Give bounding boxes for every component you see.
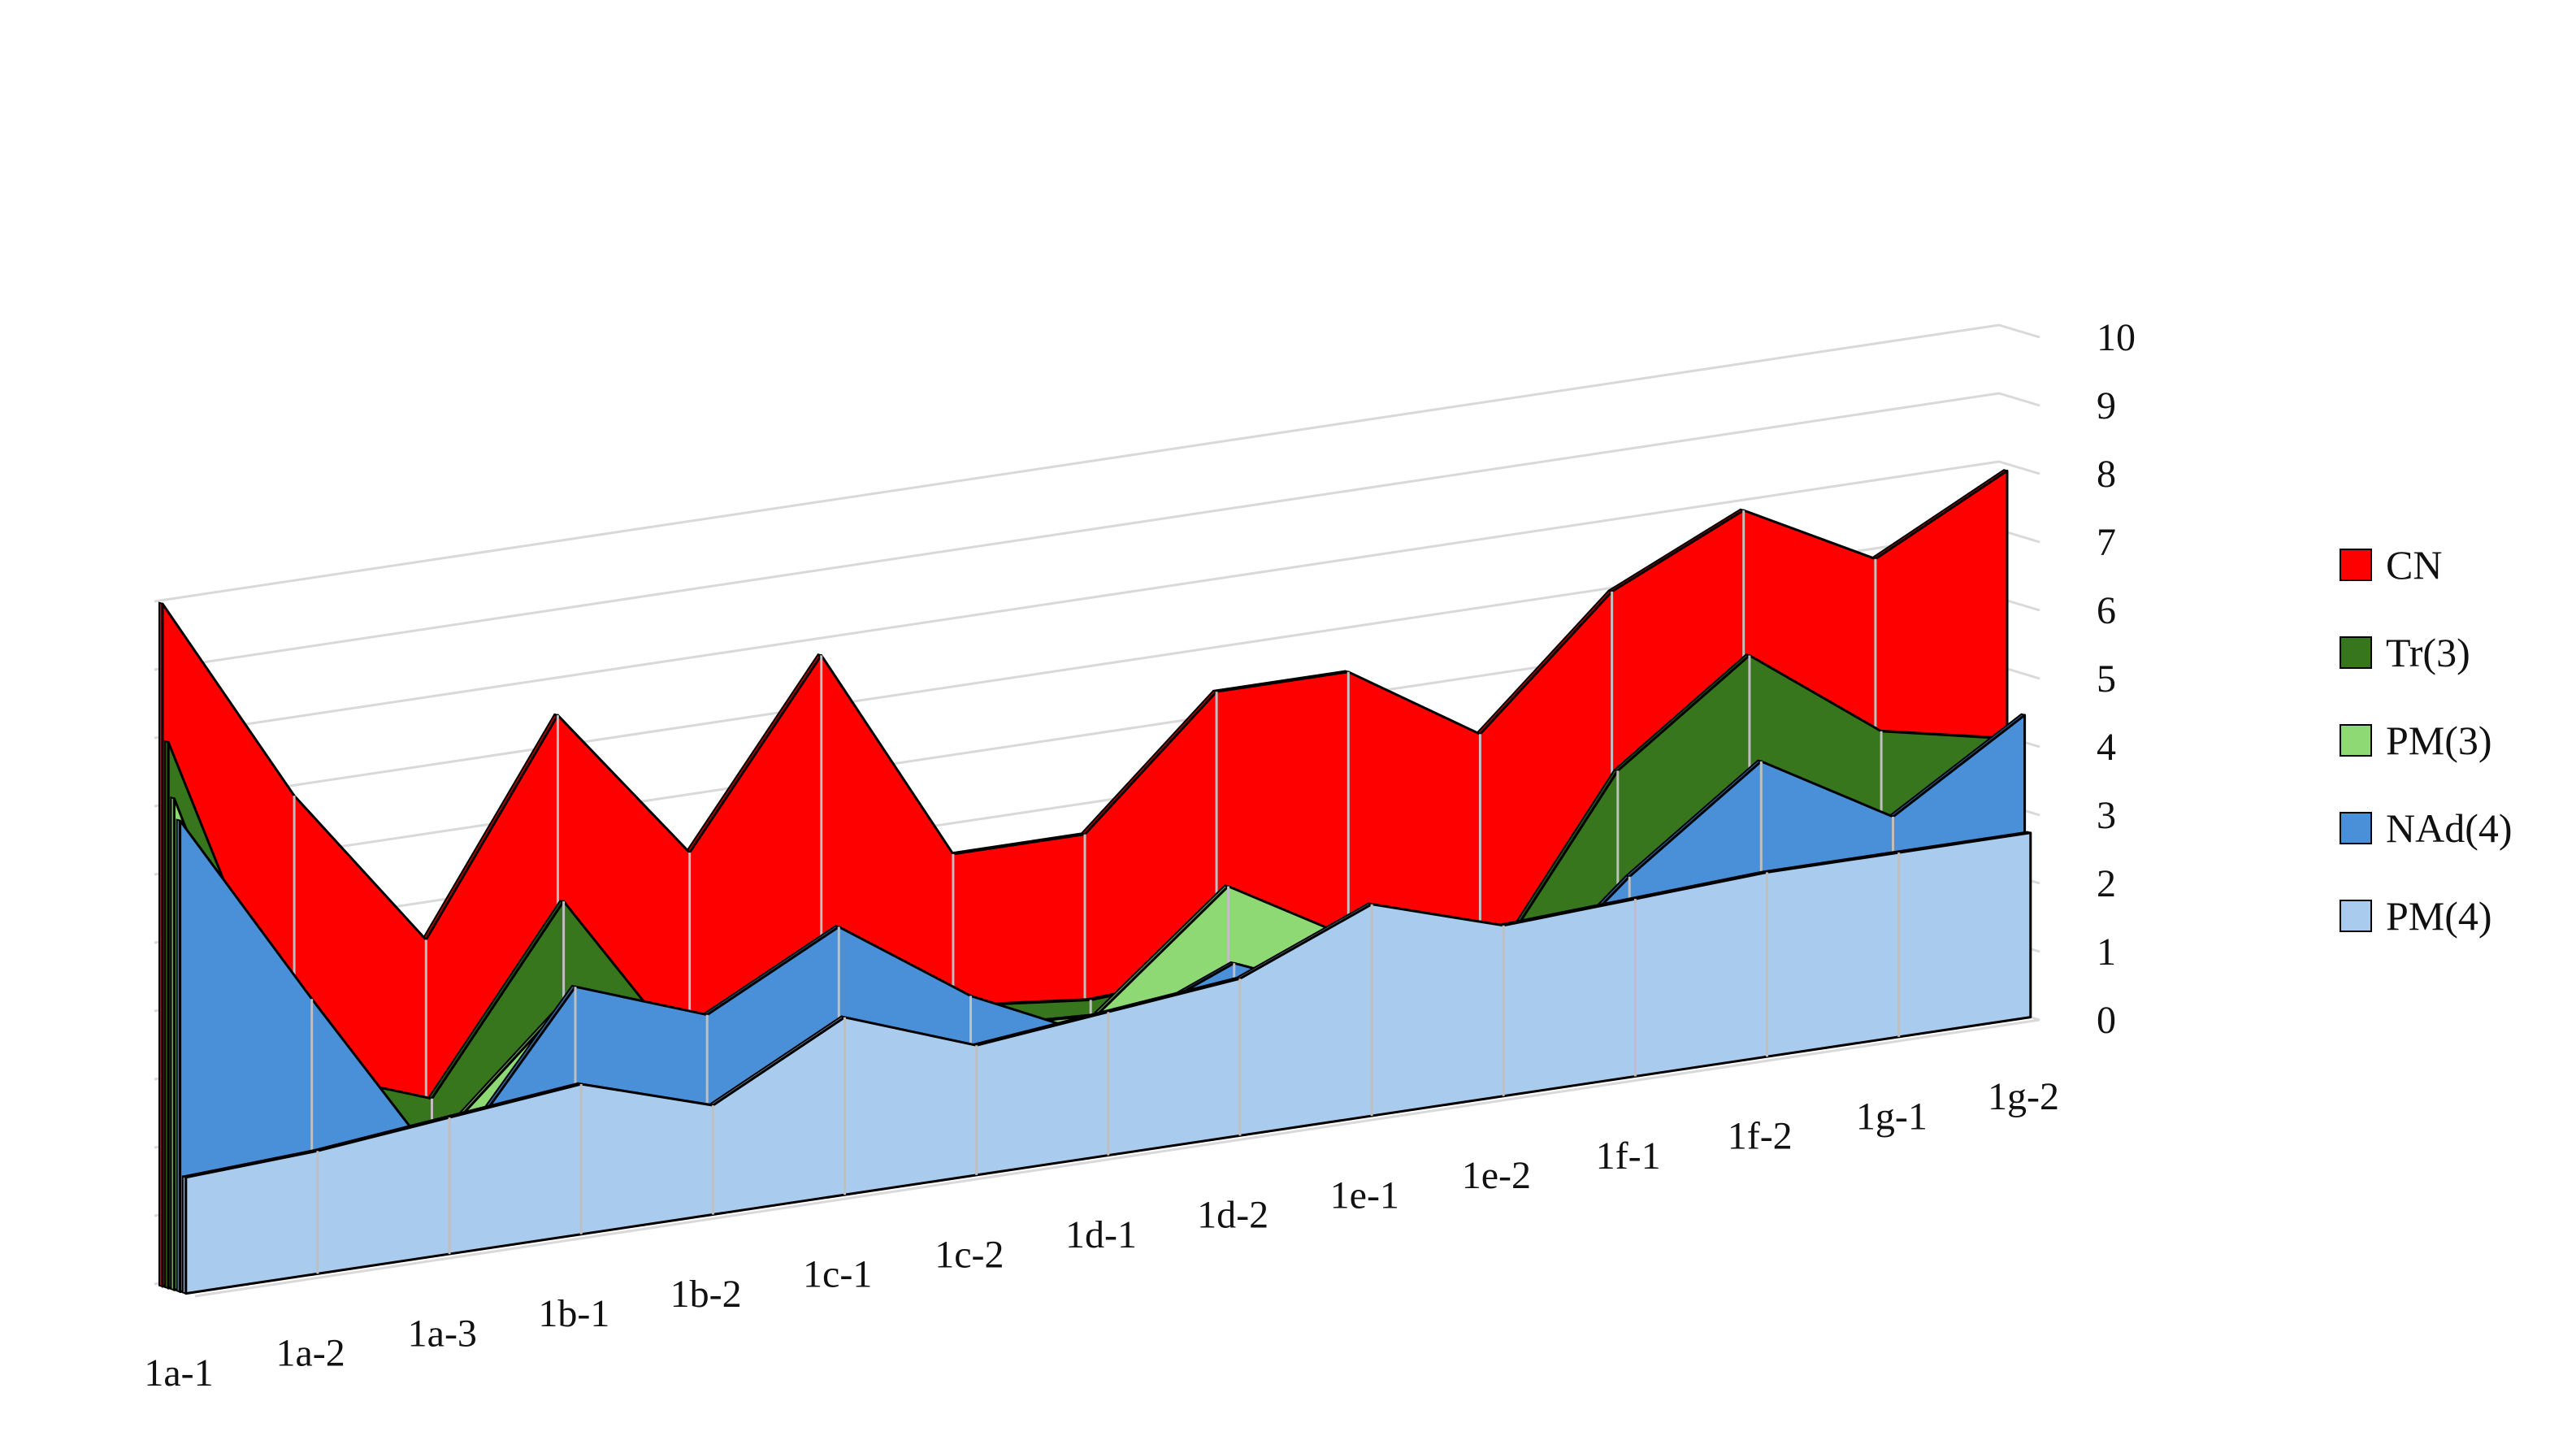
legend-swatch [2340,900,2372,932]
legend-label: Tr(3) [2386,630,2470,675]
y-tick-label: 5 [2097,657,2116,701]
x-tick-label: 1f-2 [1728,1115,1793,1158]
legend-item: Tr(3) [2340,630,2470,675]
legend: CN Tr(3) PM(3) NAd(4) PM(4) [2340,542,2513,939]
y-tick-label: 9 [2097,384,2116,427]
legend-swatch [2340,812,2372,844]
x-tick-label: 1g-1 [1856,1095,1928,1138]
x-tick-label: 1d-1 [1065,1213,1137,1256]
x-tick-label: 1a-2 [275,1332,345,1375]
legend-item: PM(3) [2340,718,2492,763]
y-tick-label: 7 [2097,521,2116,564]
x-tick-label: 1c-1 [803,1253,872,1296]
x-tick-label: 1c-2 [935,1233,1004,1276]
legend-swatch [2340,549,2372,581]
legend-label: NAd(4) [2386,805,2513,851]
y-tick-label: 0 [2097,999,2116,1042]
y-tick-label: 3 [2097,794,2116,837]
legend-label: PM(3) [2386,718,2492,763]
x-tick-label: 1a-1 [144,1351,213,1395]
axis-layer: 0 1 2 3 4 5 6 7 8 9 10 1a-1 1a-2 1a-3 1b-1 1b-2 1c-1 1c-2… [144,316,2136,1395]
x-tick-label: 1e-2 [1462,1154,1531,1197]
y-tick-label: 4 [2097,726,2116,769]
x-tick-label: 1e-1 [1330,1174,1399,1217]
legend-item: NAd(4) [2340,805,2513,851]
y-tick-label: 8 [2097,453,2116,496]
y-tick-label: 6 [2097,589,2116,632]
x-tick-label: 1b-1 [538,1292,609,1335]
y-tick-label: 10 [2097,316,2136,359]
x-tick-label: 1a-3 [408,1312,477,1355]
x-axis-line [194,1018,2040,1298]
series-layer [158,469,2032,1295]
x-tick-label: 1b-2 [670,1273,742,1316]
x-tick-label: 1g-2 [1988,1075,2059,1118]
gridline-8 [154,460,2040,740]
legend-item: PM(4) [2340,893,2492,939]
series-pm-4- [181,831,2032,1295]
gridline-10 [154,323,2040,603]
legend-item: CN [2340,542,2442,588]
x-tick-label: 1d-2 [1197,1194,1268,1237]
x-tick-label: 1f-1 [1596,1134,1661,1178]
legend-swatch [2340,724,2372,757]
y-tick-label: 1 [2097,931,2116,974]
legend-label: PM(4) [2386,893,2492,939]
gridline-9 [154,392,2040,671]
legend-swatch [2340,636,2372,669]
y-tick-label: 2 [2097,862,2116,905]
legend-label: CN [2386,542,2442,588]
